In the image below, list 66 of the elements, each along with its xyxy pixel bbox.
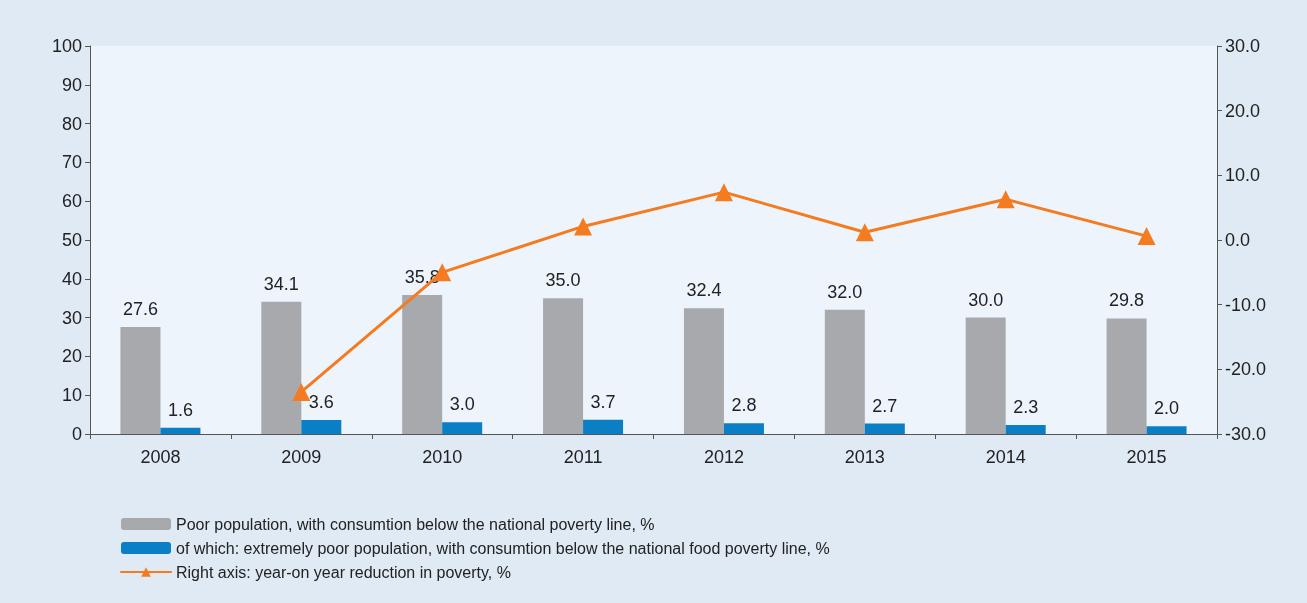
point — [292, 382, 311, 401]
x-tick-label: 2011 — [563, 447, 603, 467]
data-label: 2.8 — [731, 395, 757, 416]
bar — [402, 295, 443, 434]
bar — [1005, 425, 1046, 434]
y-tick-label: 60 — [61, 191, 82, 212]
y2-tick-label: 30.0 — [1225, 36, 1261, 56]
y2-tick-label: -10.0 — [1225, 294, 1267, 315]
y-tick-label: 0 — [71, 424, 82, 444]
point — [714, 183, 733, 202]
x-tick-label: 2015 — [1126, 447, 1167, 467]
data-label: 1.6 — [167, 399, 193, 420]
bar — [301, 420, 342, 434]
bar — [1146, 426, 1187, 434]
data-label: 29.8 — [1109, 290, 1145, 311]
data-label: 32.4 — [686, 280, 722, 301]
data-label: 32.0 — [827, 281, 863, 302]
data-label: 27.6 — [122, 298, 158, 319]
bar — [1106, 318, 1147, 434]
data-label: 30.0 — [968, 289, 1004, 310]
bar — [683, 308, 724, 434]
y-tick-label: 70 — [61, 152, 82, 173]
bar — [965, 317, 1006, 434]
legend-label: Right axis: year-on year reduction in poverty, % — [176, 563, 511, 581]
x-tick-label: 2014 — [985, 447, 1026, 467]
bar — [160, 427, 201, 434]
bar — [864, 423, 905, 434]
data-label: 2.7 — [872, 395, 898, 416]
point — [996, 190, 1015, 209]
y2-tick-label: 10.0 — [1225, 165, 1261, 186]
y2-tick-label: -20.0 — [1225, 359, 1267, 380]
bar — [442, 422, 483, 434]
point — [1137, 227, 1156, 246]
y-tick-label: 30 — [61, 307, 82, 328]
bar — [824, 309, 865, 434]
point — [574, 217, 593, 236]
bar — [583, 419, 624, 434]
x-tick-label: 2008 — [140, 447, 181, 467]
y2-tick-label: 0.0 — [1225, 230, 1251, 250]
y-tick-label: 10 — [61, 385, 82, 406]
data-label: 3.0 — [449, 394, 475, 415]
y-tick-label: 90 — [61, 74, 82, 95]
data-label: 2.3 — [1013, 397, 1039, 418]
y-tick-label: 80 — [61, 113, 82, 134]
bar — [261, 301, 302, 434]
legend-label: of which: extremely poor population, with consumtion below the national food poverty line, % — [176, 539, 830, 557]
x-tick-label: 2012 — [703, 447, 744, 467]
bar — [723, 423, 764, 434]
y-tick-label: 20 — [61, 346, 82, 367]
x-tick-label: 2009 — [281, 447, 322, 467]
data-label: 2.0 — [1154, 398, 1180, 419]
point — [855, 223, 874, 242]
bar — [543, 298, 584, 434]
y-tick-label: 50 — [61, 230, 82, 250]
bar — [120, 326, 161, 434]
x-tick-label: 2010 — [422, 447, 463, 467]
data-label: 34.1 — [263, 273, 299, 294]
data-label: 35.0 — [545, 270, 581, 291]
data-label: 3.7 — [590, 391, 616, 412]
y2-tick-label: -30.0 — [1225, 424, 1267, 444]
data-label: 3.6 — [308, 392, 334, 413]
x-tick-label: 2013 — [844, 447, 885, 467]
y2-tick-label: 20.0 — [1225, 100, 1261, 121]
y-tick-label: 40 — [61, 268, 82, 289]
legend-label: Poor population, with consumtion below the national poverty line, % — [176, 515, 655, 533]
y-tick-label: 100 — [51, 36, 82, 56]
